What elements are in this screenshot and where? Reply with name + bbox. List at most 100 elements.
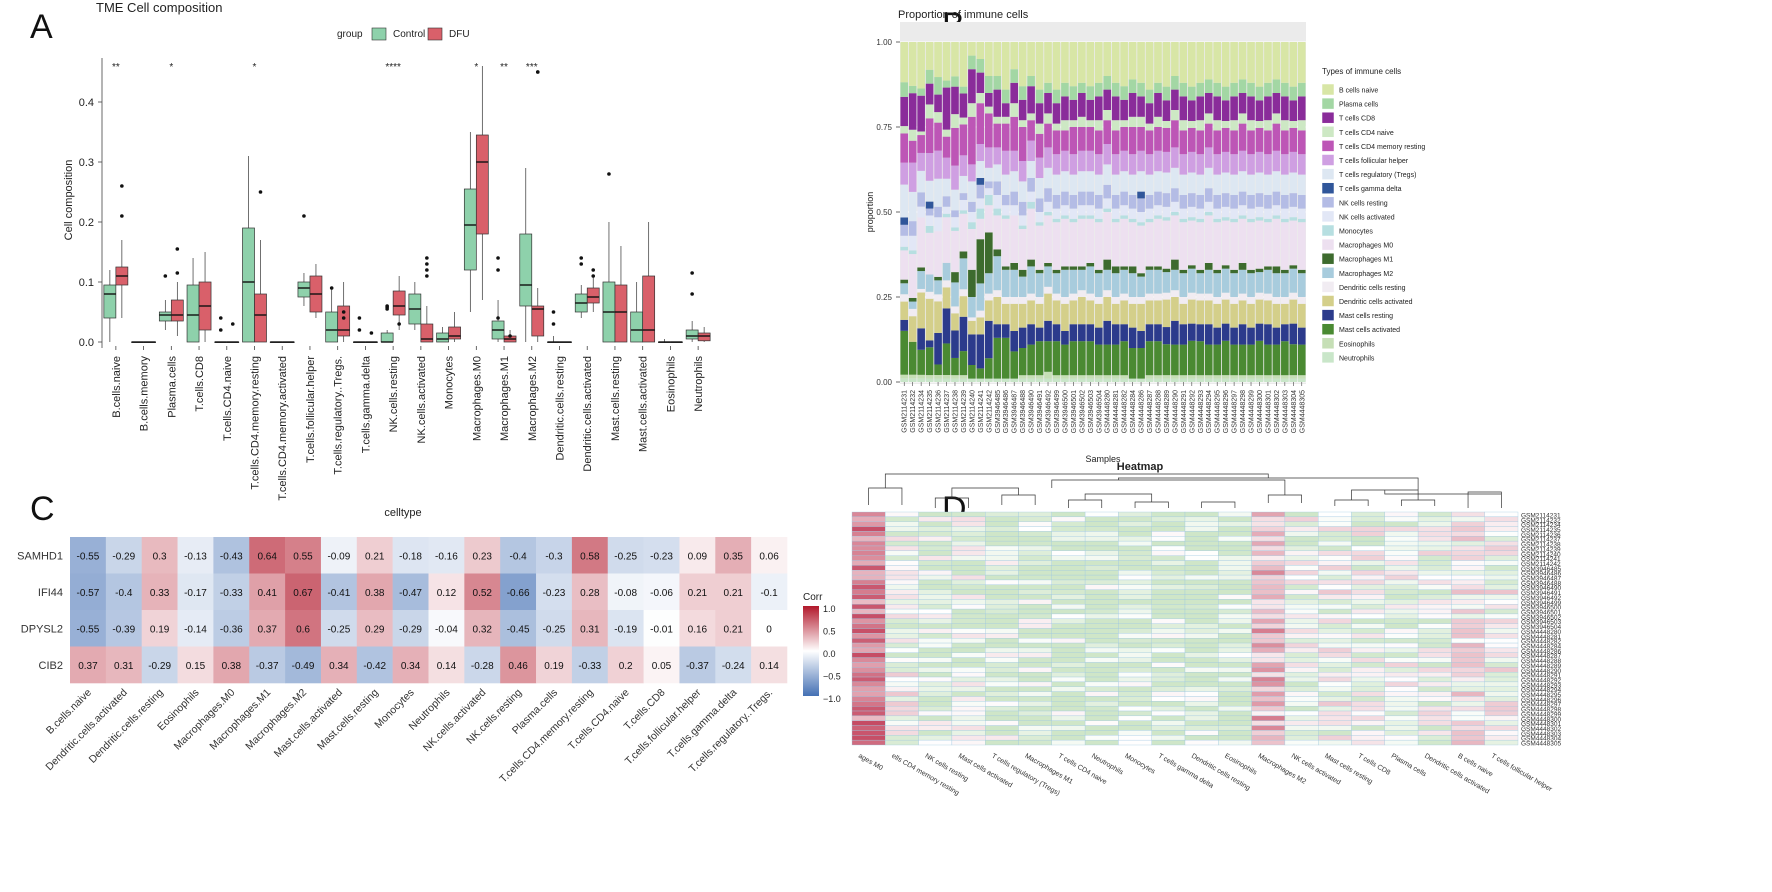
stacked-segment (1289, 268, 1298, 293)
heatmap-cell (1451, 526, 1485, 532)
cell-value-label: -0.33 (220, 588, 243, 599)
heatmap-cell (1284, 735, 1319, 741)
heatmap-cell (1151, 657, 1186, 663)
heatmap-cell (1318, 715, 1352, 721)
heatmap-cell (1184, 652, 1219, 658)
stacked-segment (1044, 215, 1052, 263)
stacked-segment (1297, 120, 1306, 131)
stacked-segment (1128, 222, 1137, 267)
heatmap-cell (1351, 604, 1385, 610)
stacked-segment (1128, 208, 1137, 219)
heatmap-cell (1384, 536, 1419, 542)
stacked-segment (1120, 171, 1128, 192)
stacked-segment (1001, 123, 1010, 151)
heatmap-cell (1417, 565, 1452, 571)
heatmap-cell (1451, 565, 1485, 571)
heatmap-cell (1484, 628, 1519, 634)
x-tick-label: GSM4448293 (1198, 390, 1205, 433)
legend-key (1321, 140, 1335, 152)
stacked-segment (985, 195, 993, 206)
stacked-segment (908, 42, 917, 86)
stacked-segment (1289, 120, 1298, 128)
heatmap-cell (1218, 725, 1252, 731)
dendrogram-branch (1134, 501, 1169, 508)
heatmap-cell (1184, 710, 1219, 717)
stacked-segment (1272, 303, 1281, 328)
stacked-segment (1094, 269, 1103, 274)
stacked-segment (993, 208, 1002, 216)
heatmap-cell (1351, 735, 1385, 741)
stacked-segment (1137, 150, 1145, 172)
heatmap-cell (1084, 604, 1119, 610)
stacked-segment (1297, 297, 1306, 304)
stacked-segment (1238, 375, 1247, 379)
heatmap-cell (951, 584, 986, 590)
outlier-point (329, 286, 334, 290)
row-label: GSM2114236 (1521, 532, 1561, 539)
heatmap-cell (918, 536, 953, 542)
x-tick-label: T.cells.follicular.helper (305, 356, 317, 463)
heatmap-cell (1218, 623, 1252, 629)
stacked-segment (925, 347, 934, 376)
stacked-segment (1264, 344, 1272, 376)
heatmap-cell (1118, 526, 1152, 532)
stacked-segment (1196, 154, 1205, 175)
x-axis-title: Samples (1085, 454, 1121, 464)
heatmap-cell (885, 618, 919, 624)
heatmap-cell (1084, 710, 1119, 717)
stacked-segment (1018, 348, 1027, 376)
x-tick-label: T.cells.CD4.memory.activated (277, 356, 289, 501)
heatmap-cell (1318, 710, 1352, 717)
heatmap-cell (1351, 686, 1385, 692)
stacked-segment (1188, 172, 1196, 194)
stacked-segment (1018, 269, 1027, 277)
heatmap-cell (951, 710, 986, 717)
heatmap-cell (1251, 647, 1286, 653)
heatmap-cell (643, 646, 680, 684)
legend-label: T cells CD4 naive (1339, 130, 1394, 137)
heatmap-cell (1151, 574, 1186, 581)
stacked-segment (1044, 201, 1052, 212)
stacked-segment (1179, 378, 1188, 382)
cell-value-label: -0.17 (184, 588, 207, 599)
legend-label: Plasma cells (1339, 102, 1379, 109)
stacked-segment (1255, 206, 1264, 218)
stacked-segment (1272, 205, 1281, 216)
stacked-segment (1086, 266, 1095, 294)
heatmap-cell (1151, 560, 1186, 566)
heatmap-cell (1218, 705, 1252, 712)
stacked-segment (976, 144, 985, 161)
heatmap-cell (851, 579, 886, 585)
heatmap-cell (851, 739, 886, 746)
heatmap-cell (1417, 633, 1452, 639)
cell-value-label: -0.28 (471, 661, 494, 672)
heatmap-cell (1318, 574, 1352, 581)
stacked-segment (1086, 215, 1095, 219)
stacked-segment (1111, 273, 1120, 297)
row-label: GSM4448288 (1521, 658, 1561, 665)
stacked-segment (1078, 290, 1086, 297)
stacked-segment (908, 221, 917, 236)
heatmap-cell (1218, 662, 1252, 668)
heatmap-cell (105, 537, 142, 574)
stacked-segment (993, 123, 1002, 148)
stacked-segment (993, 324, 1002, 338)
x-tick-label: GSM4448296 (1223, 390, 1230, 433)
stacked-segment (1044, 286, 1052, 294)
stacked-segment (1196, 222, 1205, 270)
stacked-segment (1001, 195, 1010, 206)
heatmap-cell (1451, 589, 1485, 595)
heatmap-cell (885, 516, 919, 522)
heatmap-cell (1484, 701, 1519, 707)
cell-value-label: -0.37 (256, 661, 279, 672)
box-control (103, 284, 117, 319)
heatmap-cell (1451, 618, 1485, 624)
heatmap-cell (571, 537, 609, 574)
x-tick-label: Dendritic.cells.activated (582, 356, 594, 472)
heatmap-cell (951, 540, 986, 547)
heatmap-cell (951, 623, 986, 629)
heatmap-cell (1284, 613, 1319, 619)
heatmap-cell (1118, 730, 1152, 736)
heatmap-cell (1151, 676, 1186, 683)
heatmap-cell (918, 623, 953, 629)
